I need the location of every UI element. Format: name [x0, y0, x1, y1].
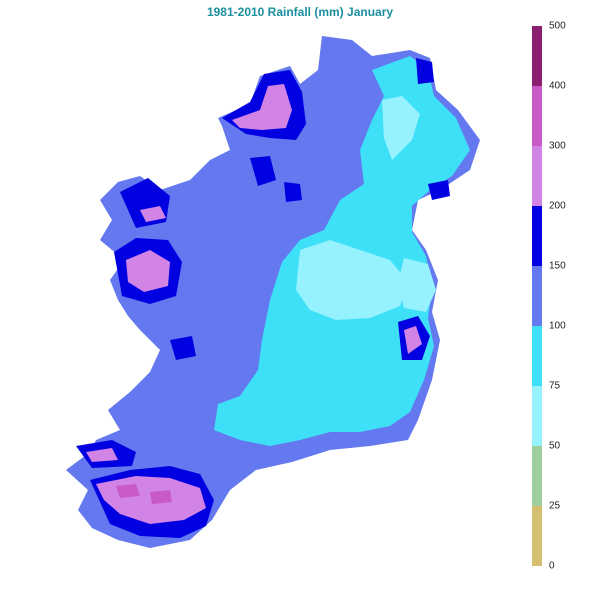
region-200-300-dingle: [86, 448, 118, 462]
legend-band-100-150: [532, 266, 542, 326]
legend-band-75-100: [532, 326, 542, 386]
region-150-200-sligo: [250, 156, 276, 186]
region-50-75-east: [382, 96, 420, 160]
region-150-200-leitrim: [284, 182, 302, 202]
legend-tick-label: 100: [549, 320, 566, 332]
region-50-75-dublin: [398, 258, 436, 312]
legend-band-400-500: [532, 26, 542, 86]
region-200-300-wicklow: [404, 326, 422, 354]
region-150-200-northwest: [416, 58, 434, 84]
legend-tick-label: 500: [549, 20, 566, 32]
legend-tick-label: 300: [549, 140, 566, 152]
map-title: 1981-2010 Rainfall (mm) January: [206, 5, 394, 19]
legend-colorbar: 0 25 50 75 100 150 200 300 400 500: [532, 21, 566, 572]
region-200-300-donegal: [232, 84, 292, 130]
legend-band-200-300: [532, 146, 542, 206]
legend-tick-label: 25: [549, 500, 561, 512]
legend-tick-label: 200: [549, 200, 566, 212]
region-50-75-midlands: [296, 240, 408, 320]
legend-band-50-75: [532, 386, 542, 446]
region-300-400-kerry: [116, 484, 140, 498]
legend-band-300-400: [532, 86, 542, 146]
legend-tick-label: 0: [549, 560, 555, 572]
region-200-300-mayo: [126, 250, 170, 292]
region-200-300-mayo-north: [140, 206, 166, 222]
legend-tick-label: 400: [549, 80, 566, 92]
region-150-200-antrim: [428, 180, 450, 200]
legend-band-150-200: [532, 206, 542, 266]
region-150-200-galway: [170, 336, 196, 360]
legend-band-0-25: [532, 506, 542, 566]
legend-tick-label: 50: [549, 440, 561, 452]
legend-tick-label: 75: [549, 380, 561, 392]
region-300-400-kerry-2: [150, 490, 172, 504]
legend-band-25-50: [532, 446, 542, 506]
legend-tick-label: 150: [549, 260, 566, 272]
